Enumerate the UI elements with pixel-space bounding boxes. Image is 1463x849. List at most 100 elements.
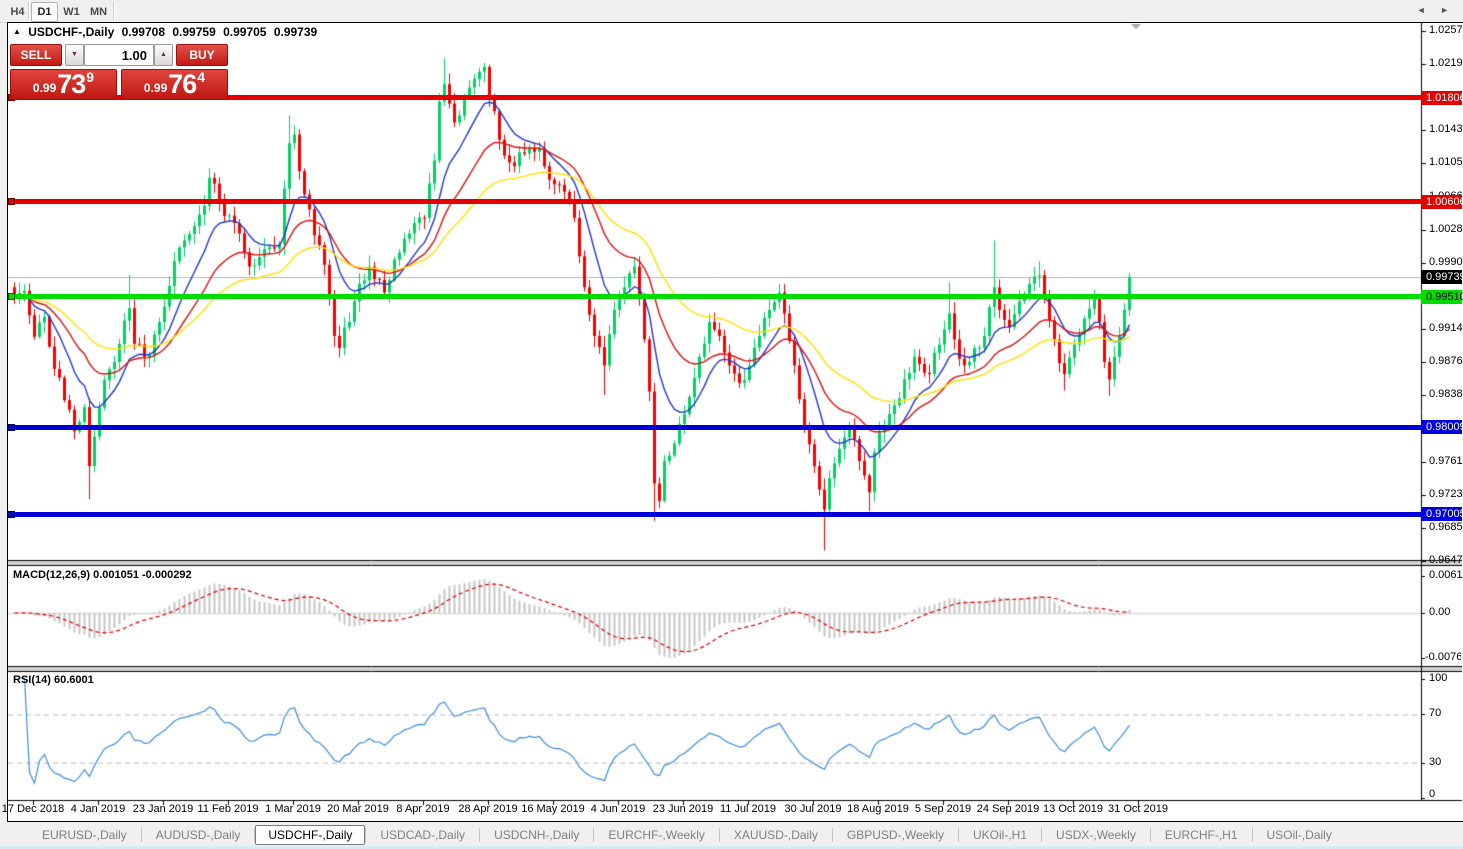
sell-button[interactable]: SELL — [10, 44, 62, 66]
date-axis-label: 8 Apr 2019 — [396, 803, 450, 815]
timeframe-button-h4[interactable]: H4 — [10, 6, 25, 18]
horizontal-line-0.9951[interactable] — [8, 294, 1421, 300]
trade-controls-row: SELL ▼ ▲ BUY — [10, 44, 228, 66]
toolbar-separator — [113, 2, 114, 20]
tab-scroll-arrows[interactable]: ◄ ► — [1416, 5, 1455, 15]
horizontal-line-1.00606[interactable] — [8, 199, 1421, 205]
chart-tab-ukoil-h1[interactable]: UKOil-,H1 — [973, 828, 1028, 842]
price-badge-0.97005: 0.97005 — [1421, 507, 1463, 522]
rsi-axis-label: 0 — [1429, 788, 1436, 800]
spin-down-icon: ▼ — [71, 51, 78, 58]
symbol-label: USDCHF-,Daily — [28, 25, 115, 39]
rsi-axis-label: 100 — [1429, 672, 1448, 684]
price-axis-label: 0.96470 — [1429, 553, 1463, 566]
collapse-panel-icon[interactable]: ▲ — [13, 27, 21, 36]
price-badge-1.00606: 1.00606 — [1421, 194, 1463, 209]
tab-separator — [593, 828, 595, 842]
chart-tab-xauusd-daily[interactable]: XAUUSD-,Daily — [733, 828, 818, 842]
sell-price-box[interactable]: 0.99 73 9 — [10, 69, 117, 100]
line-anchor-marker[interactable] — [8, 510, 15, 518]
macd-axis-label: 0.00613 — [1429, 569, 1463, 581]
line-anchor-marker[interactable] — [8, 198, 15, 206]
tab-separator — [958, 828, 960, 842]
tab-separator — [479, 828, 481, 842]
horizontal-line-1.01806[interactable] — [8, 95, 1421, 101]
date-axis-label: 16 May 2019 — [521, 803, 585, 815]
sell-price-sup: 9 — [86, 69, 95, 85]
tab-separator — [365, 828, 367, 842]
toolbar-separator — [28, 2, 29, 20]
macd-pane-title: MACD(12,26,9) 0.001051 -0.000292 — [13, 569, 192, 581]
rsi-axis-label: 30 — [1429, 756, 1442, 768]
tab-separator — [1041, 828, 1043, 842]
trade-prices-row: 0.99 73 9 0.99 76 4 — [10, 69, 228, 100]
spin-up-icon: ▲ — [160, 51, 167, 58]
main-chart-canvas[interactable] — [8, 23, 1462, 820]
chart-tab-usdcad-daily[interactable]: USDCAD-,Daily — [380, 828, 466, 842]
price-badge-0.99739: 0.99739 — [1421, 270, 1463, 284]
date-axis-label: 23 Jan 2019 — [132, 803, 194, 815]
horizontal-line-0.97005[interactable] — [8, 511, 1421, 517]
date-axis-label: 17 Dec 2018 — [1, 803, 65, 815]
date-axis-label: 18 Aug 2019 — [847, 803, 909, 815]
sell-price-prefix: 0.99 — [32, 81, 57, 95]
date-axis-label: 20 Mar 2019 — [327, 803, 389, 815]
date-axis-label: 5 Sep 2019 — [914, 803, 972, 815]
chart-tab-usdchf-daily[interactable]: USDCHF-,Daily — [255, 825, 366, 845]
chart-tab-eurchf-weekly[interactable]: EURCHF-,Weekly — [608, 828, 705, 842]
timeframe-button-w1[interactable]: W1 — [63, 6, 80, 18]
buy-price-prefix: 0.99 — [143, 81, 168, 95]
chart-tab-eurchf-h1[interactable]: EURCHF-,H1 — [1164, 828, 1238, 842]
timeframe-button-mn[interactable]: MN — [89, 6, 108, 18]
date-axis-label: 11 Jul 2019 — [719, 803, 777, 815]
macd-axis-label: 0.00 — [1429, 606, 1451, 618]
date-axis-label: 13 Oct 2019 — [1043, 803, 1103, 815]
macd-axis-label: -0.007612 — [1425, 651, 1461, 663]
buy-button[interactable]: BUY — [176, 44, 228, 66]
line-anchor-marker[interactable] — [8, 293, 15, 301]
date-axis-label: 24 Sep 2019 — [976, 803, 1040, 815]
volume-increase-button[interactable]: ▲ — [154, 44, 173, 66]
price-badge-0.99510: 0.99510 — [1421, 289, 1463, 304]
horizontal-line-0.98009[interactable] — [8, 424, 1421, 430]
chart-tab-gbpusd-weekly[interactable]: GBPUSD-,Weekly — [846, 828, 945, 842]
date-axis-label: 1 Mar 2019 — [265, 803, 321, 815]
buy-price-sup: 4 — [197, 69, 206, 85]
date-axis-label: 4 Jan 2019 — [70, 803, 126, 815]
chart-tab-audusd-daily[interactable]: AUDUSD-,Daily — [155, 828, 241, 842]
window-bottom-edge — [0, 846, 1463, 849]
chart-tab-usdx-weekly[interactable]: USDX-,Weekly — [1056, 828, 1136, 842]
timeframe-toolbar: H4 D1 W1 MN — [0, 0, 1463, 23]
one-click-trade-panel: SELL ▼ ▲ BUY 0.99 73 9 0.99 76 4 — [10, 44, 228, 100]
buy-price-box[interactable]: 0.99 76 4 — [121, 69, 228, 100]
price-axis-label: 1.01050 — [1429, 156, 1463, 169]
tab-separator — [718, 828, 720, 842]
chart-tab-usoil-daily[interactable]: USOil-,Daily — [1266, 828, 1332, 842]
ohlc-open: 0.99708 — [121, 25, 166, 39]
tab-separator — [254, 828, 256, 842]
tab-separator — [831, 828, 833, 842]
date-axis-label: 31 Oct 2019 — [1108, 803, 1168, 815]
volume-decrease-button[interactable]: ▼ — [65, 44, 84, 66]
price-badge-0.98009: 0.98009 — [1421, 420, 1463, 435]
tab-separator — [1251, 828, 1253, 842]
date-axis-label: 28 Apr 2019 — [458, 803, 518, 815]
tab-separator — [1149, 828, 1151, 842]
timeframe-button-d1[interactable]: D1 — [31, 2, 58, 22]
date-axis-label: 23 Jun 2019 — [652, 803, 714, 815]
date-axis-label: 30 Jul 2019 — [784, 803, 842, 815]
line-anchor-marker[interactable] — [8, 423, 15, 431]
price-badge-1.01806: 1.01806 — [1421, 90, 1463, 105]
chart-tab-usdcnh-daily[interactable]: USDCNH-,Daily — [494, 828, 580, 842]
chart-tab-eurusd-daily[interactable]: EURUSD-,Daily — [42, 828, 127, 842]
price-axis-label: 1.01430 — [1429, 123, 1463, 136]
volume-input[interactable] — [84, 44, 154, 66]
